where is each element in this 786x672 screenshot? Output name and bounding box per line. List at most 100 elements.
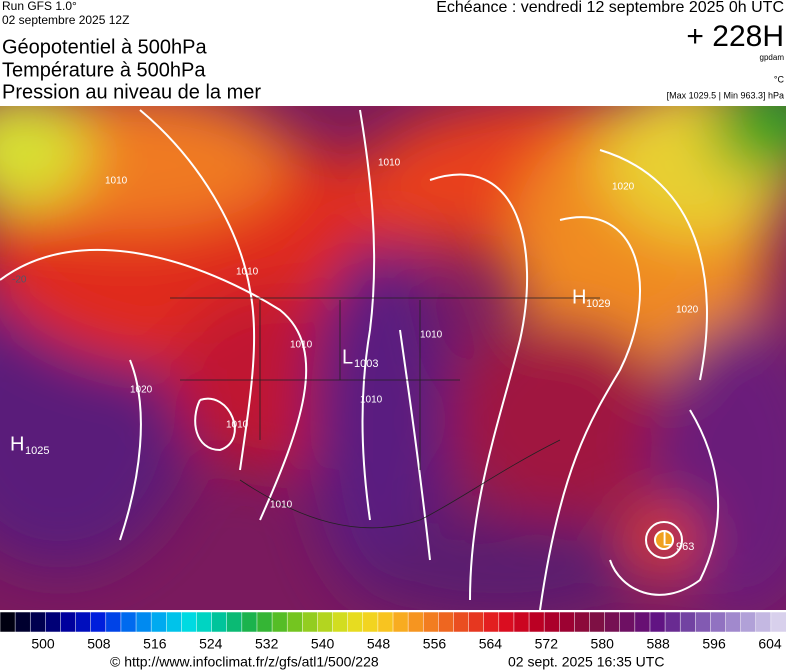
scale-swatch	[241, 611, 258, 633]
title: Température à 500hPa	[2, 59, 206, 81]
scale-swatch	[422, 611, 440, 633]
scale-swatch	[75, 611, 92, 633]
scale-swatch	[649, 611, 666, 633]
scale-swatch	[679, 611, 697, 633]
scale-swatch	[543, 611, 561, 633]
scale-swatch	[0, 611, 16, 633]
scale-swatch	[589, 611, 606, 633]
scale-swatch	[150, 611, 168, 633]
scale-swatch	[60, 611, 77, 633]
scale-swatch	[770, 611, 786, 633]
scale-swatch	[498, 611, 515, 633]
scale-label: 588	[646, 636, 670, 652]
scale-label: 604	[758, 636, 782, 652]
run: Run GFS 1.0°	[2, 0, 77, 13]
isobar-label: 1010	[360, 395, 383, 406]
scale-swatch	[392, 611, 409, 633]
scale-label: 532	[255, 636, 279, 652]
pressure-center: L	[662, 528, 673, 550]
scale-swatch	[181, 611, 198, 633]
unit: °C	[774, 74, 785, 84]
scale-swatch	[695, 611, 712, 633]
scale-swatch	[120, 611, 137, 633]
scale-swatch	[513, 611, 530, 633]
extremes: [Max 1029.5 | Min 963.3] hPa	[667, 90, 784, 100]
scale-swatch	[317, 611, 334, 633]
pressure-center: H	[572, 286, 586, 308]
scale-label: 596	[702, 636, 726, 652]
isobar-label: 1010	[290, 340, 313, 351]
scale-swatch	[271, 611, 288, 633]
scale-label: 540	[311, 636, 335, 652]
scale-label: 500	[31, 636, 55, 652]
scale-swatch	[362, 611, 379, 633]
scale-swatch	[483, 611, 500, 633]
title: Pression au niveau de la mer	[2, 81, 261, 103]
scale-swatch	[740, 611, 757, 633]
footer-date: 02 sept. 2025 16:35 UTC	[508, 654, 664, 670]
pressure-center: L	[342, 346, 353, 368]
pressure-center-value: 963	[676, 541, 694, 553]
scale-swatch	[664, 611, 681, 633]
scale-label: 516	[143, 636, 167, 652]
scale-label: 548	[367, 636, 391, 652]
scale-swatch	[468, 611, 485, 633]
scale-swatch	[29, 611, 47, 633]
scale-swatch	[166, 611, 183, 633]
scale-swatch	[226, 611, 243, 633]
scale-swatch	[14, 611, 31, 633]
pressure-center: H	[10, 433, 24, 455]
scale-swatch	[755, 611, 772, 633]
color-scale: 500 508 516 524 532 540 548 556 564 572 580 588 596 6…	[0, 611, 786, 652]
scale-swatch	[256, 611, 273, 633]
scale-swatch	[559, 611, 576, 633]
scale-label: 556	[423, 636, 447, 652]
scale-swatch	[710, 611, 727, 633]
unit: gpdam	[760, 53, 785, 62]
scale-label: 572	[535, 636, 559, 652]
isotherm-label: -20	[12, 275, 27, 286]
pressure-center-value: 1003	[354, 358, 378, 370]
scale-swatch	[574, 611, 591, 633]
scale-swatch	[45, 611, 62, 633]
scale-label: 564	[479, 636, 503, 652]
scale-swatch	[332, 611, 349, 633]
scale-swatch	[725, 611, 742, 633]
scale-swatch	[407, 611, 424, 633]
isobar-label: 1020	[676, 305, 699, 316]
run-date: 02 septembre 2025 12Z	[2, 13, 129, 27]
scale-swatch	[105, 611, 122, 633]
scale-swatch	[377, 611, 394, 633]
scale-swatch	[302, 611, 319, 633]
scale-swatch	[90, 611, 107, 633]
pressure-center-value: 1025	[25, 445, 49, 457]
title: Géopotentiel à 500hPa	[2, 36, 207, 58]
isobar-label: 1010	[226, 420, 249, 431]
scale-swatch	[619, 611, 636, 633]
scale-label: 524	[199, 636, 223, 652]
isobar-label: 1010	[378, 158, 401, 169]
scale-swatch	[347, 611, 364, 633]
scale-swatch	[528, 611, 545, 633]
scale-swatch	[211, 611, 228, 633]
scale-swatch	[438, 611, 455, 633]
isobar-label: 1010	[105, 176, 128, 187]
footer-url: © http://www.infoclimat.fr/z/gfs/atl1/50…	[110, 654, 379, 670]
isobar-label: 1010	[236, 267, 259, 278]
isobar-label: 1010	[420, 330, 443, 341]
map: H 1029 L 1003 H 1025 L 963 1010 1010 102…	[0, 106, 786, 610]
scale-label: 580	[591, 636, 615, 652]
isobar-label: 1010	[270, 500, 293, 511]
scale-swatch	[453, 611, 470, 633]
scale-label: 508	[87, 636, 111, 652]
scale-swatch	[604, 611, 621, 633]
isobar-label: 1020	[130, 385, 153, 396]
isobar-label: 1020	[612, 182, 635, 193]
valid-time: Echéance : vendredi 12 septembre 2025 0h…	[436, 0, 784, 16]
scale-swatch	[196, 611, 213, 633]
lead-time: + 228H	[686, 20, 784, 53]
scale-swatch	[135, 611, 152, 633]
scale-swatch	[286, 611, 304, 633]
pressure-center-value: 1029	[586, 298, 610, 310]
